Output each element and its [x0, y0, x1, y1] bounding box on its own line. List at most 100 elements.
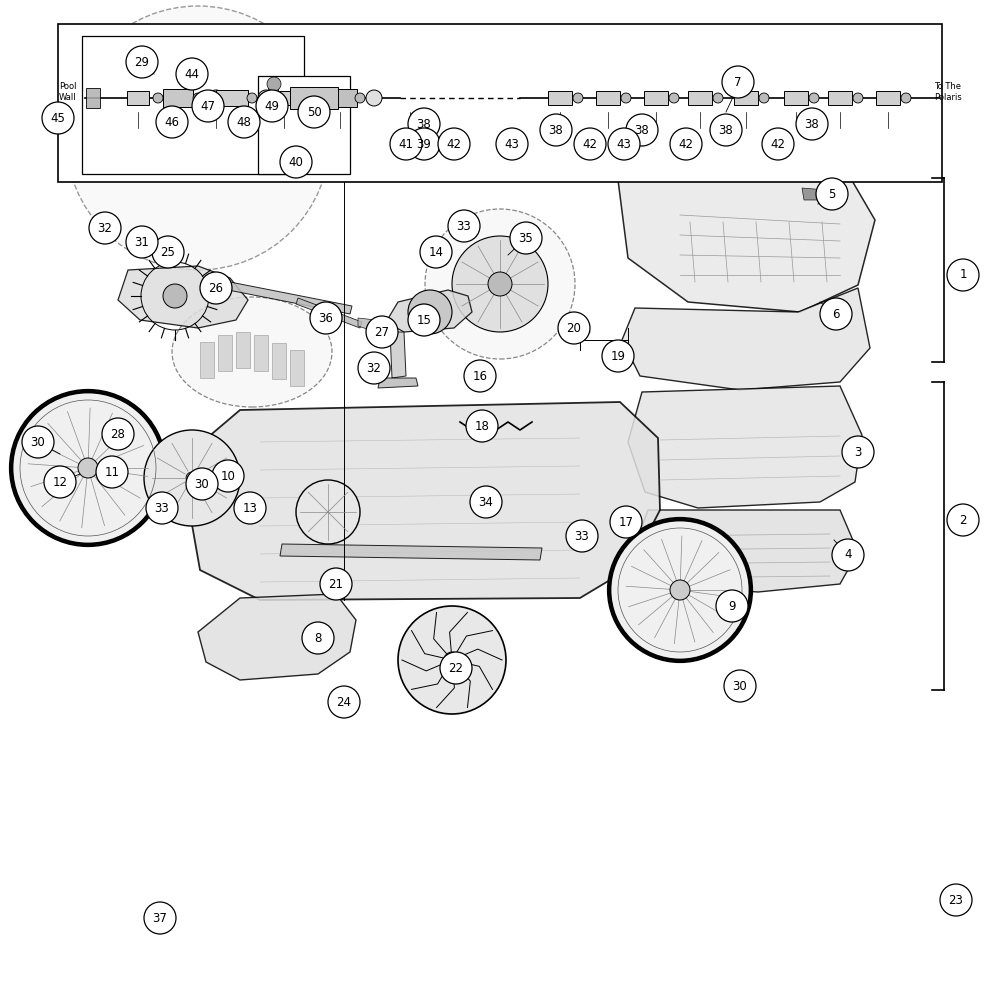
Text: 30: 30	[195, 478, 209, 490]
Polygon shape	[296, 298, 362, 328]
Text: 15: 15	[417, 314, 431, 326]
Circle shape	[208, 90, 224, 106]
Polygon shape	[272, 343, 286, 379]
Circle shape	[144, 430, 240, 526]
Circle shape	[390, 128, 422, 160]
Text: 46: 46	[164, 115, 180, 128]
Circle shape	[44, 466, 76, 498]
Circle shape	[713, 93, 723, 103]
Circle shape	[466, 410, 498, 442]
Text: 30: 30	[31, 436, 45, 448]
FancyBboxPatch shape	[323, 89, 357, 107]
Circle shape	[302, 622, 334, 654]
Text: 50: 50	[307, 105, 321, 118]
Circle shape	[192, 90, 224, 122]
Circle shape	[573, 93, 583, 103]
Circle shape	[366, 90, 382, 106]
Circle shape	[258, 90, 274, 106]
Circle shape	[366, 316, 398, 348]
Text: 20: 20	[567, 322, 581, 334]
Circle shape	[832, 539, 864, 571]
Text: To The
Polaris: To The Polaris	[934, 82, 962, 102]
Text: 31: 31	[135, 235, 149, 248]
Text: 24: 24	[336, 696, 352, 708]
Text: 40: 40	[289, 155, 303, 168]
Circle shape	[186, 468, 218, 500]
Circle shape	[558, 312, 590, 344]
Polygon shape	[198, 594, 356, 680]
Circle shape	[42, 102, 74, 134]
Circle shape	[280, 146, 312, 178]
Circle shape	[146, 492, 178, 524]
Circle shape	[66, 6, 330, 270]
Text: 42: 42	[678, 137, 694, 150]
Polygon shape	[218, 335, 232, 371]
FancyBboxPatch shape	[548, 91, 572, 105]
Circle shape	[444, 652, 460, 668]
Polygon shape	[178, 168, 196, 180]
Text: 17: 17	[618, 516, 634, 528]
Text: 30: 30	[733, 680, 747, 692]
Polygon shape	[390, 332, 406, 378]
Text: 1: 1	[959, 268, 967, 282]
Polygon shape	[118, 266, 248, 328]
FancyBboxPatch shape	[82, 36, 304, 174]
Polygon shape	[802, 188, 826, 200]
Circle shape	[320, 568, 352, 600]
Polygon shape	[712, 118, 738, 130]
Circle shape	[126, 46, 158, 78]
Circle shape	[295, 93, 305, 103]
Polygon shape	[622, 288, 870, 390]
Circle shape	[78, 458, 98, 478]
Text: 41: 41	[398, 137, 414, 150]
Text: 21: 21	[328, 578, 344, 590]
Circle shape	[448, 210, 480, 242]
Text: 10: 10	[221, 470, 235, 483]
Circle shape	[89, 212, 121, 244]
Circle shape	[621, 93, 631, 103]
Circle shape	[176, 58, 208, 90]
Circle shape	[670, 128, 702, 160]
Text: 36: 36	[319, 312, 333, 324]
Text: 8: 8	[314, 632, 322, 645]
Text: 11: 11	[104, 466, 120, 479]
Circle shape	[296, 480, 360, 544]
Polygon shape	[628, 386, 862, 508]
Circle shape	[796, 108, 828, 140]
Circle shape	[144, 902, 176, 934]
Circle shape	[408, 290, 452, 334]
Circle shape	[163, 284, 187, 308]
Circle shape	[228, 106, 260, 138]
Text: 5: 5	[828, 188, 836, 200]
Circle shape	[488, 272, 512, 296]
Circle shape	[200, 272, 232, 304]
FancyBboxPatch shape	[734, 91, 758, 105]
Circle shape	[156, 106, 188, 138]
Circle shape	[247, 93, 257, 103]
Text: 38: 38	[635, 123, 649, 136]
Text: 23: 23	[949, 894, 963, 906]
Circle shape	[152, 236, 184, 268]
Circle shape	[212, 460, 244, 492]
Text: 39: 39	[417, 137, 431, 150]
Circle shape	[842, 436, 874, 468]
Polygon shape	[188, 402, 660, 600]
FancyBboxPatch shape	[290, 87, 338, 109]
Circle shape	[425, 209, 575, 359]
Text: 18: 18	[475, 420, 489, 432]
Text: 32: 32	[98, 222, 112, 234]
Text: 38: 38	[549, 123, 563, 136]
Polygon shape	[638, 510, 858, 592]
FancyBboxPatch shape	[258, 76, 350, 174]
Text: 33: 33	[575, 530, 589, 542]
Circle shape	[440, 652, 472, 684]
Circle shape	[901, 93, 911, 103]
FancyBboxPatch shape	[828, 91, 852, 105]
Circle shape	[193, 93, 203, 103]
Circle shape	[947, 259, 979, 291]
Polygon shape	[290, 350, 304, 386]
Text: 25: 25	[161, 245, 175, 258]
Polygon shape	[386, 290, 472, 332]
Circle shape	[947, 504, 979, 536]
Text: 6: 6	[832, 308, 840, 320]
